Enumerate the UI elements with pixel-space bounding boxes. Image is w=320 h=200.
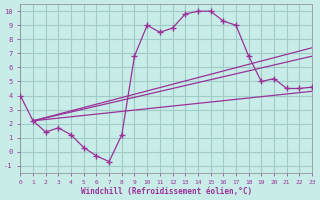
X-axis label: Windchill (Refroidissement éolien,°C): Windchill (Refroidissement éolien,°C) <box>81 187 252 196</box>
